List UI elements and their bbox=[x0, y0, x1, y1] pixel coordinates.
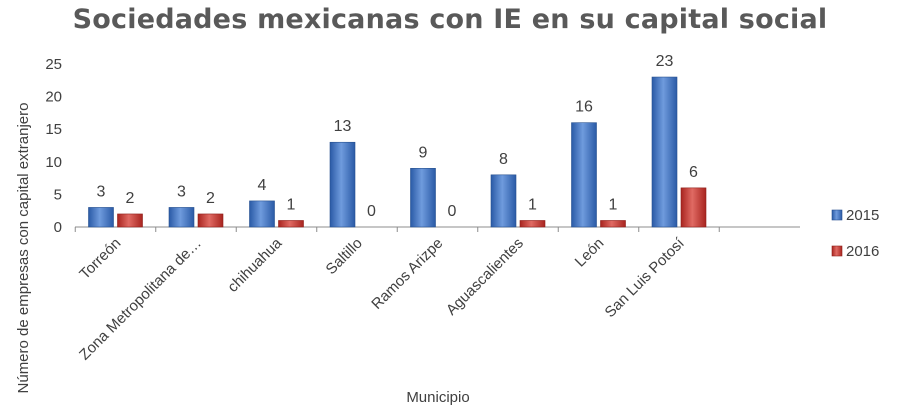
y-tick-label: 5 bbox=[54, 186, 62, 203]
data-label-2016: 1 bbox=[287, 196, 296, 213]
data-label-2015: 8 bbox=[499, 151, 508, 168]
bar-2015 bbox=[329, 141, 356, 228]
legend-label-2016: 2016 bbox=[846, 243, 879, 260]
y-tick-label: 0 bbox=[54, 219, 62, 236]
chart-title: Sociedades mexicanas con IE en su capita… bbox=[72, 4, 828, 35]
x-tick-label: Torreón bbox=[76, 235, 124, 283]
legend-swatch-2015 bbox=[831, 209, 843, 221]
x-tick-label: San Luis Potosí bbox=[602, 234, 689, 321]
x-tick-label: Aguascalientes bbox=[443, 235, 527, 319]
y-tick-label: 10 bbox=[45, 154, 62, 171]
data-label-2015: 4 bbox=[258, 177, 267, 194]
bar-2016 bbox=[519, 220, 546, 228]
x-tick-label: Ramos Arizpe bbox=[368, 235, 446, 313]
bar-2015 bbox=[168, 207, 195, 228]
y-tick-label: 15 bbox=[45, 121, 62, 138]
data-label-2016: 1 bbox=[609, 196, 618, 213]
data-label-2015: 9 bbox=[419, 144, 428, 161]
legend: 2015 2016 bbox=[831, 207, 879, 260]
bar-2015 bbox=[490, 174, 517, 228]
data-label-2015: 13 bbox=[334, 118, 352, 135]
bar-2015 bbox=[651, 76, 678, 228]
bar-2015 bbox=[249, 200, 275, 228]
x-axis-title: Municipio bbox=[406, 389, 469, 406]
data-label-2016: 0 bbox=[367, 203, 376, 220]
data-label-2016: 0 bbox=[448, 203, 457, 220]
y-tick-label: 25 bbox=[45, 56, 62, 73]
data-label-2016: 2 bbox=[206, 190, 215, 207]
legend-swatch-2016 bbox=[831, 245, 843, 257]
data-label-2015: 23 bbox=[656, 53, 674, 70]
bar-2016 bbox=[197, 213, 224, 228]
bar-2016 bbox=[117, 213, 143, 228]
x-tick-label: Saltillo bbox=[323, 235, 366, 278]
bar-2015 bbox=[88, 207, 114, 228]
data-label-2015: 3 bbox=[177, 183, 186, 200]
data-label-2016: 1 bbox=[528, 196, 537, 213]
bar-2015 bbox=[571, 122, 597, 228]
x-tick-label: chihuahua bbox=[224, 234, 285, 295]
data-label-2015: 16 bbox=[575, 99, 593, 116]
y-tick-label: 20 bbox=[45, 89, 62, 106]
bar-2016 bbox=[278, 220, 304, 228]
data-label-2016: 2 bbox=[126, 190, 135, 207]
legend-label-2015: 2015 bbox=[846, 207, 879, 224]
x-tick-label: León bbox=[572, 235, 608, 271]
data-label-2016: 6 bbox=[689, 164, 698, 181]
data-label-2015: 3 bbox=[97, 183, 106, 200]
bar-2016 bbox=[600, 220, 626, 228]
bar-2016 bbox=[680, 187, 707, 228]
bar-2015 bbox=[410, 168, 436, 228]
y-axis-title: Número de empresas con capital extranjer… bbox=[15, 103, 32, 394]
